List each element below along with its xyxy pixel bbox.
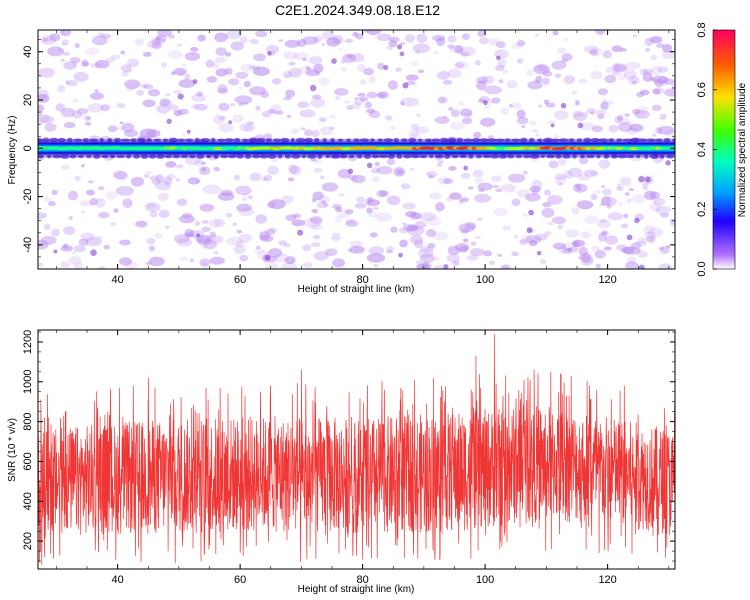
spectrum-x-tick-label: 40 [112, 274, 124, 286]
snr-y-tick-label: 1200 [22, 330, 34, 354]
spectrum-x-axis-label: Height of straight line (km) [298, 284, 415, 295]
snr-x-tick-label: 120 [598, 574, 616, 586]
snr-y-ticks: 200 400 600 800 1000 1200 [22, 330, 675, 562]
spectrum-y-tick-label: 0 [22, 145, 34, 151]
snr-x-tick-label: 100 [476, 574, 494, 586]
spectrum-y-tick-label: -40 [22, 237, 34, 253]
snr-y-tick-label: 600 [22, 452, 34, 470]
snr-y-tick-label: 1000 [22, 370, 34, 394]
spectrum-x-ticks: 40 60 80 100 120 [56, 30, 670, 286]
spectrum-y-tick-label: -20 [22, 189, 34, 205]
snr-y-tick-label: 400 [22, 492, 34, 510]
colorbar: 0.0 0.2 0.4 0.6 0.8 Normalized spectral ampl… [696, 22, 748, 276]
spectrum-panel: 40 60 80 100 120 -40 -20 0 20 40 Height of strai… [7, 29, 676, 295]
spectrum-x-tick-label: 80 [357, 274, 369, 286]
snr-y-axis-label: SNR (10 * v/v) [7, 418, 18, 482]
snr-series-line [38, 333, 675, 565]
spectrum-y-ticks: -40 -20 0 20 40 [22, 39, 675, 270]
spectrum-y-axis-label: Frequency (Hz) [7, 116, 18, 185]
colorbar-tick-label: 0.4 [696, 142, 708, 157]
colorbar-label: Normalized spectral amplitude [737, 82, 748, 217]
spectrum-noise-speckle [38, 30, 675, 269]
snr-x-tick-label: 60 [234, 574, 246, 586]
spectrum-y-tick-label: 20 [22, 94, 34, 106]
spectrum-plot-frame [37, 29, 676, 270]
snr-x-ticks: 40 60 80 100 120 [56, 330, 670, 586]
colorbar-ticks: 0.0 0.2 0.4 0.6 0.8 [696, 22, 717, 277]
snr-x-tick-label: 80 [357, 574, 369, 586]
colorbar-tick-label: 0.6 [696, 82, 708, 97]
colorbar-tick-label: 0.2 [696, 202, 708, 217]
snr-plot-frame [37, 329, 676, 570]
page-title: C2E1.2024.349.08.18.E12 [274, 2, 441, 18]
spectrum-x-tick-label: 100 [476, 274, 494, 286]
spectrum-x-tick-label: 120 [598, 274, 616, 286]
spectrum-band [38, 137, 675, 160]
snr-y-tick-label: 800 [22, 412, 34, 430]
snr-x-axis-label: Height of straight line (km) [298, 584, 415, 595]
spectrum-x-tick-label: 60 [234, 274, 246, 286]
snr-panel: 40 60 80 100 120 200 400 600 800 1000 1200 Height… [7, 329, 676, 595]
colorbar-tick-label: 0.8 [696, 22, 708, 37]
snr-x-tick-label: 40 [112, 574, 124, 586]
colorbar-tick-label: 0.0 [696, 261, 708, 276]
spectrum-y-tick-label: 40 [22, 46, 34, 58]
snr-y-tick-label: 200 [22, 532, 34, 550]
